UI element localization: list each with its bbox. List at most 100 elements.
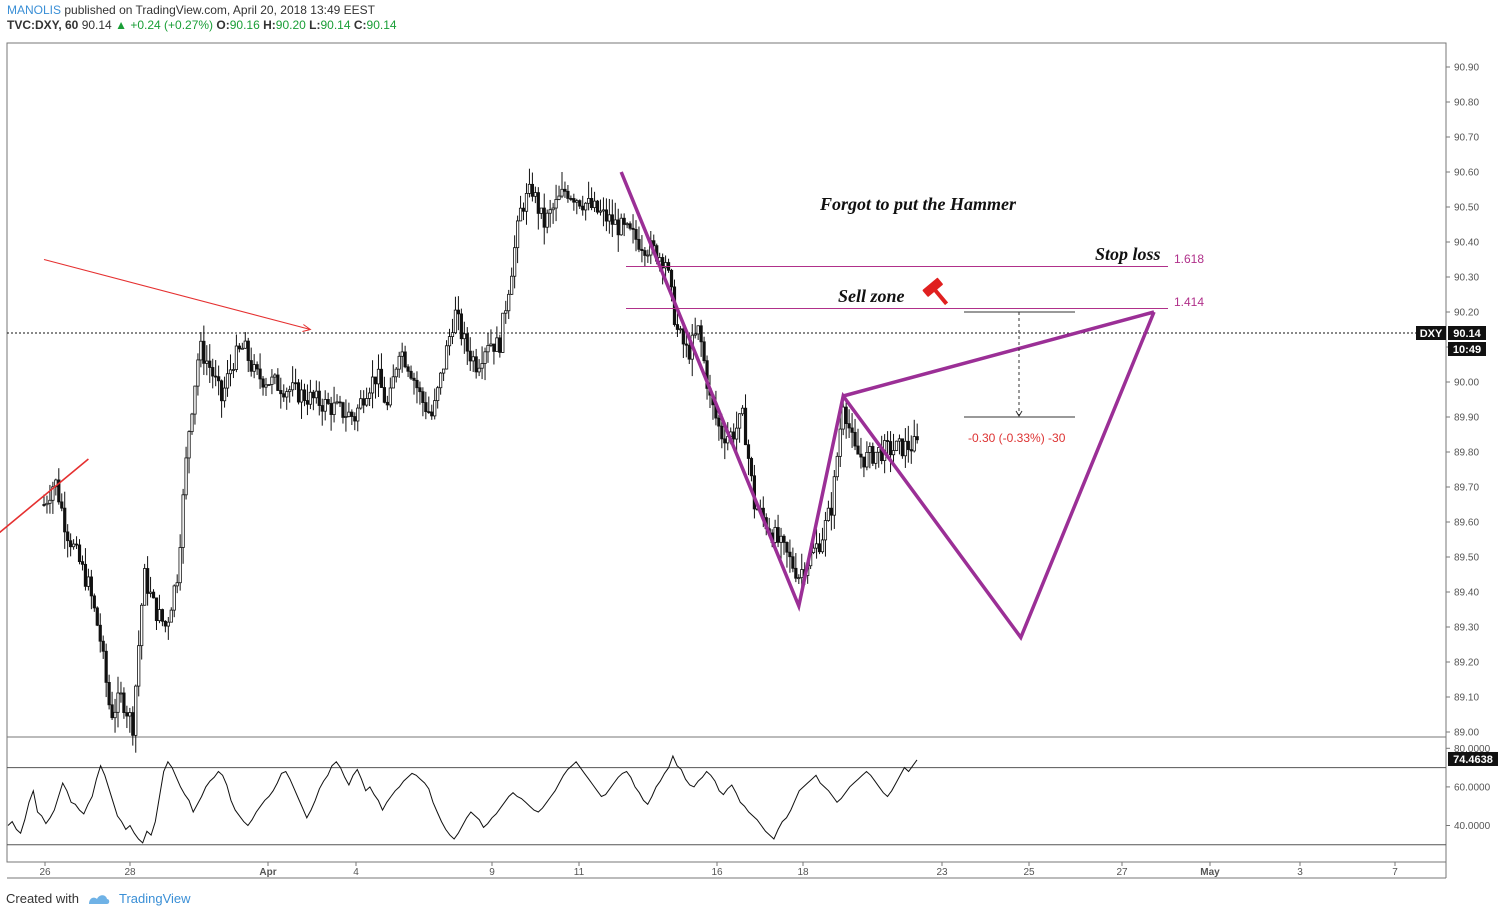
candle-body (613, 219, 617, 225)
candle (717, 414, 721, 441)
candle (214, 360, 218, 387)
candle (95, 606, 99, 627)
candle-body (560, 188, 564, 197)
candle (915, 423, 919, 444)
open-value: 90.16 (229, 18, 260, 32)
candle (877, 447, 881, 468)
candle-body (228, 369, 233, 375)
candle (888, 431, 893, 473)
candle-body (800, 569, 804, 579)
candle (524, 183, 529, 225)
candle (344, 399, 348, 432)
candle (776, 514, 780, 548)
candle (794, 553, 798, 583)
candle-body (507, 293, 511, 312)
candle (501, 312, 505, 353)
candle (424, 391, 428, 420)
candle-body (720, 425, 724, 440)
tradingview-brand-link[interactable]: TradingView (118, 891, 191, 906)
candle (533, 186, 537, 204)
candle-body (394, 368, 398, 378)
candle-body (779, 535, 783, 543)
harmonic-pattern-line[interactable] (619, 171, 1156, 642)
candle-body (732, 431, 736, 440)
candle (356, 404, 360, 432)
candle (465, 327, 469, 365)
symbol-label[interactable]: TVC:DXY, 60 (7, 18, 79, 32)
pattern-bc-line[interactable] (842, 310, 1155, 398)
candle-body (291, 382, 295, 391)
candle (498, 334, 502, 358)
candle-body (462, 333, 466, 340)
candle (595, 199, 600, 215)
candle-body (871, 446, 875, 464)
candle (903, 428, 907, 468)
candle (542, 193, 546, 245)
candle-body (578, 200, 582, 207)
candle-body (616, 219, 620, 236)
candle-body (477, 367, 481, 373)
candle (376, 354, 381, 397)
candle-body (797, 577, 801, 580)
candle (151, 589, 156, 599)
candle-body (326, 399, 330, 404)
candle-body (341, 402, 345, 418)
high-label: H: (263, 18, 276, 32)
price-change: +0.24 (+0.27%) (130, 18, 214, 32)
candle (86, 568, 90, 591)
candle-body (157, 609, 162, 622)
candle-body (619, 217, 623, 236)
candle (347, 402, 351, 418)
candle-body (95, 607, 99, 626)
candle-body (409, 370, 413, 379)
trend-line[interactable] (43, 259, 311, 330)
time-tick-label: 28 (124, 867, 136, 878)
candle-body (743, 407, 748, 446)
candle (80, 555, 85, 571)
candle-body (862, 456, 866, 468)
candle (98, 613, 102, 653)
candle (551, 202, 555, 224)
candle (610, 199, 614, 238)
candle-body (367, 392, 372, 399)
candle-body (311, 391, 315, 399)
candle (101, 635, 105, 659)
candle-body (72, 543, 76, 548)
candle (634, 220, 638, 252)
candle (199, 332, 203, 368)
price-tick-label: 89.30 (1454, 623, 1479, 634)
candle-body (125, 712, 129, 717)
candle (296, 379, 301, 405)
candle-body (196, 359, 200, 387)
trend-line[interactable] (0, 458, 89, 534)
time-tick-label: 4 (353, 867, 359, 878)
candle (202, 325, 206, 375)
candle (335, 394, 339, 405)
candle (456, 296, 461, 331)
candle (362, 390, 366, 414)
candle (288, 385, 292, 403)
measure-arrow-head (1015, 410, 1023, 417)
candle (400, 342, 404, 373)
candle (897, 434, 902, 455)
candle (702, 336, 706, 364)
candle-body (205, 360, 209, 364)
low-label: L: (309, 18, 321, 32)
candle (483, 347, 487, 381)
candle-body (717, 417, 721, 427)
candle-body (557, 195, 561, 200)
candle-body (456, 309, 461, 315)
author-link[interactable]: MANOLIS (7, 3, 62, 17)
candle (527, 168, 532, 198)
candle (581, 195, 585, 216)
candle-body (252, 364, 256, 372)
candle-body (258, 368, 262, 380)
candle-body (376, 368, 381, 385)
candle (492, 343, 496, 365)
rsi-line[interactable] (7, 754, 918, 844)
candle (418, 381, 422, 405)
candle-body (548, 209, 552, 214)
price-tick-label: 90.80 (1454, 98, 1479, 109)
candle (471, 350, 475, 372)
